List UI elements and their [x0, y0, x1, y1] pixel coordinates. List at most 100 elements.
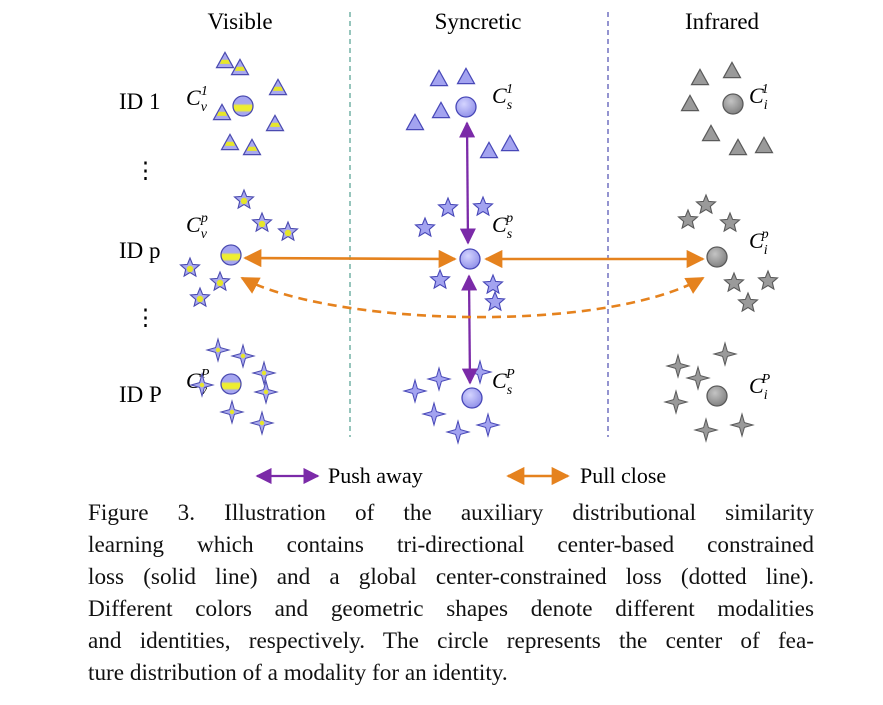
star-infrared-5 [737, 291, 759, 313]
svg-text:Cip: Cip [749, 227, 769, 258]
sparkle-visible-0-accent [215, 347, 221, 353]
star-visible-2-accent [284, 229, 292, 237]
sparkle-visible-4-accent [263, 389, 269, 395]
triangle-visible-6-accent [246, 146, 258, 151]
triangle-infrared-0 [690, 68, 710, 86]
legend-push-label: Push away [328, 463, 423, 488]
svg-text:Cs1: Cs1 [492, 82, 513, 113]
center-circle-v1 [232, 95, 254, 117]
triangle-syncretic-5 [500, 134, 520, 152]
star-syncretic-3 [429, 268, 451, 290]
center-label-iP: CiP [749, 372, 771, 403]
center-circle-sp [459, 248, 481, 270]
star-visible-4-accent [216, 279, 224, 287]
triangle-syncretic-3 [431, 101, 451, 119]
triangle-visible-5-accent [224, 141, 236, 146]
center-circle-ip [706, 246, 728, 268]
svg-text:Ci1: Ci1 [749, 82, 769, 113]
triangle-infrared-3 [701, 124, 721, 142]
sparkle-infrared-2 [685, 365, 711, 391]
sparkle-syncretic-3 [421, 401, 447, 427]
center-circle-vp [220, 244, 242, 266]
svg-text:Csp: Csp [492, 211, 513, 242]
svg-text:CsP: CsP [492, 367, 515, 398]
push-arrow-up [459, 121, 476, 245]
legend-pull-label: Pull close [580, 463, 666, 488]
sparkle-visible-3-accent [199, 382, 205, 388]
caption-line-3: loss (solid line) and a global center-co… [88, 564, 814, 590]
triangle-infrared-4 [728, 138, 748, 156]
sparkle-infrared-0 [712, 341, 738, 367]
triangle-infrared-1 [722, 61, 742, 79]
star-visible-5-accent [196, 295, 204, 303]
star-visible-3-accent [186, 265, 194, 273]
triangle-visible-3-accent [216, 111, 228, 116]
row-ellipsis-2: ⋮ [134, 305, 157, 330]
star-infrared-2 [719, 211, 741, 233]
triangle-syncretic-0 [429, 69, 449, 87]
star-infrared-1 [677, 208, 699, 230]
star-syncretic-5 [484, 290, 506, 312]
center-circle-s1 [455, 96, 477, 118]
caption-line-5: and identities, respectively. The circle… [88, 628, 814, 654]
center-label-sP: CsP [492, 367, 515, 398]
row-label-id-1: ID 1 [119, 89, 161, 114]
sparkle-syncretic-4 [445, 419, 471, 445]
center-circle-vP [220, 373, 242, 395]
sparkle-infrared-3 [663, 389, 689, 415]
feature-shapes [179, 51, 779, 445]
sparkle-infrared-4 [729, 412, 755, 438]
triangle-syncretic-4 [479, 141, 499, 159]
sparkle-syncretic-0 [426, 366, 452, 392]
sparkle-visible-1-accent [240, 353, 246, 359]
figure-caption: Figure 3. Illustration of the auxiliary … [88, 497, 814, 689]
center-circle-sP [461, 387, 483, 409]
caption-line-2: learning which contains tri-directional … [88, 532, 814, 558]
triangle-infrared-2 [680, 94, 700, 112]
triangle-visible-0-accent [219, 59, 231, 64]
star-infrared-0 [695, 193, 717, 215]
star-syncretic-1 [472, 195, 494, 217]
star-syncretic-4 [482, 273, 504, 295]
row-label-id-p: ID p [119, 238, 161, 263]
pull-arrow-left [243, 248, 457, 269]
row-label-id-P: ID P [119, 382, 162, 407]
column-title-syncretic: Syncretic [435, 9, 522, 34]
triangle-syncretic-2 [405, 113, 425, 131]
center-label-vP: CvP [186, 367, 210, 398]
center-circle-i1 [722, 93, 744, 115]
triangle-visible-1-accent [234, 66, 246, 71]
center-circle-iP [706, 385, 728, 407]
column-title-visible: Visible [207, 9, 272, 34]
star-visible-1-accent [258, 220, 266, 228]
svg-text:Cv1: Cv1 [186, 84, 208, 115]
caption-line-1: Figure 3. Illustration of the auxiliary … [88, 500, 814, 526]
svg-text:Cvp: Cvp [186, 211, 208, 242]
sparkle-syncretic-2 [467, 359, 493, 385]
center-label-s1: Cs1 [492, 82, 513, 113]
caption-line-6: ture distribution of a modality for an i… [88, 660, 508, 686]
star-syncretic-0 [437, 196, 459, 218]
column-title-infrared: Infrared [685, 9, 760, 34]
sparkle-infrared-1 [665, 353, 691, 379]
center-label-vp: Cvp [186, 211, 208, 242]
sparkle-syncretic-1 [402, 378, 428, 404]
triangle-infrared-5 [754, 136, 774, 154]
center-label-sp: Csp [492, 211, 513, 242]
sparkle-visible-5-accent [229, 409, 235, 415]
center-label-v1: Cv1 [186, 84, 208, 115]
triangle-visible-4-accent [269, 122, 281, 127]
pull-arrow-global-dotted [240, 276, 705, 319]
star-visible-0-accent [240, 197, 248, 205]
triangle-syncretic-1 [456, 67, 476, 85]
sparkle-visible-6-accent [259, 420, 265, 426]
star-infrared-3 [723, 271, 745, 293]
sparkle-visible-2-accent [261, 370, 267, 376]
svg-text:CvP: CvP [186, 367, 210, 398]
svg-text:CiP: CiP [749, 372, 771, 403]
sparkle-infrared-5 [693, 417, 719, 443]
push-arrow-down [461, 274, 478, 385]
row-ellipsis-1: ⋮ [134, 158, 157, 183]
caption-line-4: Different colors and geometric shapes de… [88, 596, 814, 622]
